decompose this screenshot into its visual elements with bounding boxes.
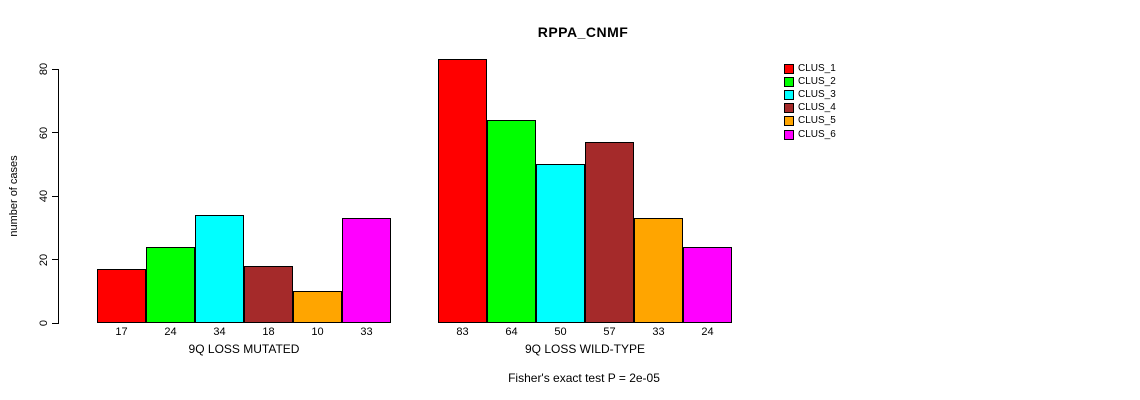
y-axis-tick-label: 0 [38,319,50,327]
bar-value-label: 18 [262,326,275,338]
legend-label: CLUS_2 [798,75,836,87]
y-axis-tick [52,259,58,260]
legend-row-clus_6: CLUS_6 [784,128,836,141]
y-axis-tick [52,132,58,133]
bar-value-label: 33 [652,326,665,338]
chart-title: RPPA_CNMF [537,24,629,40]
legend-row-clus_4: CLUS_4 [784,102,836,115]
bar-clus_1-group2 [438,59,487,323]
y-axis-tick [52,195,58,197]
legend-swatch-icon [784,63,794,74]
bar-clus_4-group2 [585,142,634,323]
bar-value-label: 34 [213,326,226,338]
legend-row-clus_5: CLUS_5 [784,115,836,128]
bar-clus_3-group2 [536,164,585,323]
y-axis-tick-label: 60 [38,126,50,139]
legend-label: CLUS_1 [798,62,836,74]
legend-swatch-icon [784,116,794,127]
bar-value-label: 50 [554,326,567,338]
bar-value-label: 33 [360,326,373,338]
legend-label: CLUS_4 [798,102,836,114]
y-axis-tick-label: 40 [38,189,50,203]
bar-clus_2-group2 [487,120,536,323]
legend-swatch-icon [784,89,794,100]
y-axis-tick-label: 20 [38,253,50,266]
legend-swatch-icon [784,103,794,114]
bar-value-label: 64 [505,326,518,338]
legend-label: CLUS_3 [798,88,836,100]
legend-row-clus_3: CLUS_3 [784,88,836,101]
legend-label: CLUS_5 [798,115,836,127]
group-label: 9Q LOSS MUTATED [188,342,300,356]
y-axis-tick-label: 80 [38,62,50,76]
y-axis-tick [52,68,58,70]
group-label: 9Q LOSS WILD-TYPE [524,342,646,356]
y-axis-line [58,69,59,324]
legend-swatch-icon [784,76,794,87]
bar-clus_6-group2 [683,247,732,323]
bar-value-label: 10 [311,326,324,338]
bar-clus_5-group1 [293,291,342,323]
legend: CLUS_1 CLUS_2 CLUS_3 CLUS_4 CLUS_5 CLUS_6 [784,62,836,141]
bar-value-label: 57 [603,326,616,338]
bar-clus_2-group1 [146,247,195,323]
legend-row-clus_1: CLUS_1 [784,62,836,75]
bar-value-label: 83 [456,326,469,338]
annotation-text: Fisher's exact test P = 2e-05 [508,371,660,385]
legend-label: CLUS_6 [798,128,836,140]
bar-value-label: 17 [115,326,128,338]
bar-clus_3-group1 [195,215,244,323]
bar-clus_4-group1 [244,266,293,323]
legend-row-clus_2: CLUS_2 [784,75,836,88]
bar-clus_5-group2 [634,218,683,323]
bar-clus_6-group1 [342,218,391,323]
bar-value-label: 24 [701,326,714,338]
bar-value-label: 24 [164,326,177,338]
bar-clus_1-group1 [97,269,146,323]
legend-swatch-icon [784,129,794,140]
y-axis-tick [52,322,58,324]
